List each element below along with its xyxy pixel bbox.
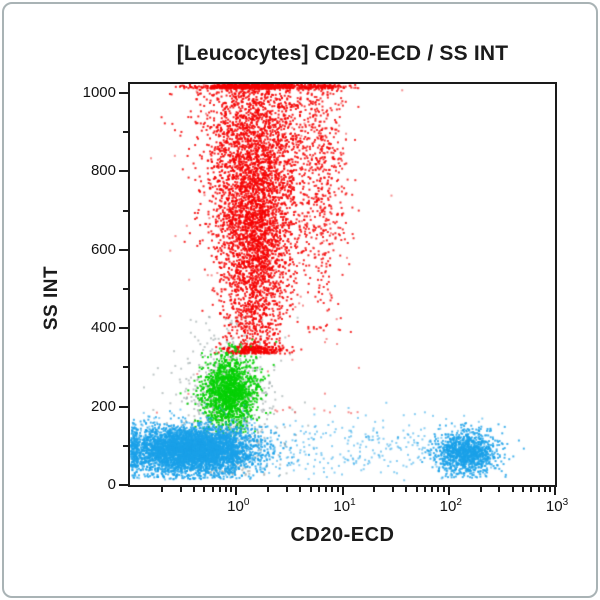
x-major-tick	[554, 487, 556, 495]
scatter-canvas	[130, 84, 555, 485]
x-tick-text: 102	[439, 497, 462, 516]
x-minor-tick	[392, 487, 395, 492]
x-minor-tick	[549, 487, 552, 492]
x-minor-tick	[325, 487, 328, 492]
x-minor-tick	[179, 487, 182, 492]
y-minor-tick	[123, 366, 128, 369]
x-minor-tick	[192, 487, 195, 492]
y-major-tick	[119, 327, 128, 330]
x-minor-tick	[317, 487, 320, 492]
x-minor-tick	[415, 487, 418, 492]
x-minor-tick	[437, 487, 440, 492]
x-minor-tick	[424, 487, 427, 492]
chart-title: [Leucocytes] CD20-ECD / SS INT	[176, 42, 509, 65]
y-minor-tick	[123, 288, 128, 290]
y-major-tick	[119, 170, 128, 173]
y-tick-label: 0	[107, 476, 116, 493]
x-minor-tick	[218, 487, 221, 492]
x-minor-tick	[309, 487, 312, 492]
y-tick-label: 200	[90, 397, 116, 415]
x-tick-text: 101	[333, 497, 356, 516]
y-tick-label: 600	[90, 240, 116, 258]
x-minor-tick	[373, 487, 376, 492]
y-major-tick	[119, 405, 128, 408]
x-minor-tick	[160, 487, 163, 492]
x-minor-tick	[336, 487, 339, 492]
x-tick-text: 100	[227, 497, 250, 516]
x-tick-text: 103	[545, 497, 569, 516]
x-minor-tick	[530, 487, 533, 492]
x-tick-label: 101	[323, 497, 367, 517]
y-minor-tick	[123, 131, 128, 134]
x-minor-tick	[285, 487, 288, 492]
x-minor-tick	[479, 487, 482, 492]
x-minor-tick	[224, 487, 227, 492]
x-minor-tick	[431, 487, 434, 492]
y-tick-label: 800	[90, 162, 116, 180]
x-tick-label: 102	[429, 497, 473, 517]
x-major-tick	[341, 487, 344, 495]
x-tick-label: 103	[535, 497, 579, 517]
x-minor-tick	[299, 487, 302, 492]
y-minor-tick	[123, 444, 128, 447]
x-minor-tick	[442, 487, 445, 492]
y-major-tick	[119, 248, 128, 251]
x-major-tick	[447, 487, 450, 495]
x-minor-tick	[211, 487, 214, 492]
plot-area	[128, 82, 557, 487]
x-minor-tick	[537, 487, 540, 492]
x-minor-tick	[511, 487, 514, 492]
x-tick-label: 100	[216, 497, 260, 517]
x-minor-tick	[522, 487, 524, 492]
x-major-tick	[235, 487, 238, 495]
y-tick-label: 1000	[82, 84, 116, 102]
x-minor-tick	[498, 487, 501, 492]
x-axis-title: CD20-ECD	[290, 524, 395, 546]
x-minor-tick	[230, 487, 233, 492]
x-minor-tick	[331, 487, 334, 492]
x-minor-tick	[543, 487, 546, 492]
y-major-tick	[119, 484, 128, 486]
y-minor-tick	[123, 209, 128, 212]
x-minor-tick	[203, 487, 206, 492]
y-major-tick	[119, 92, 128, 95]
y-tick-label: 400	[90, 319, 116, 337]
x-minor-tick	[267, 487, 270, 492]
x-minor-tick	[405, 487, 408, 492]
